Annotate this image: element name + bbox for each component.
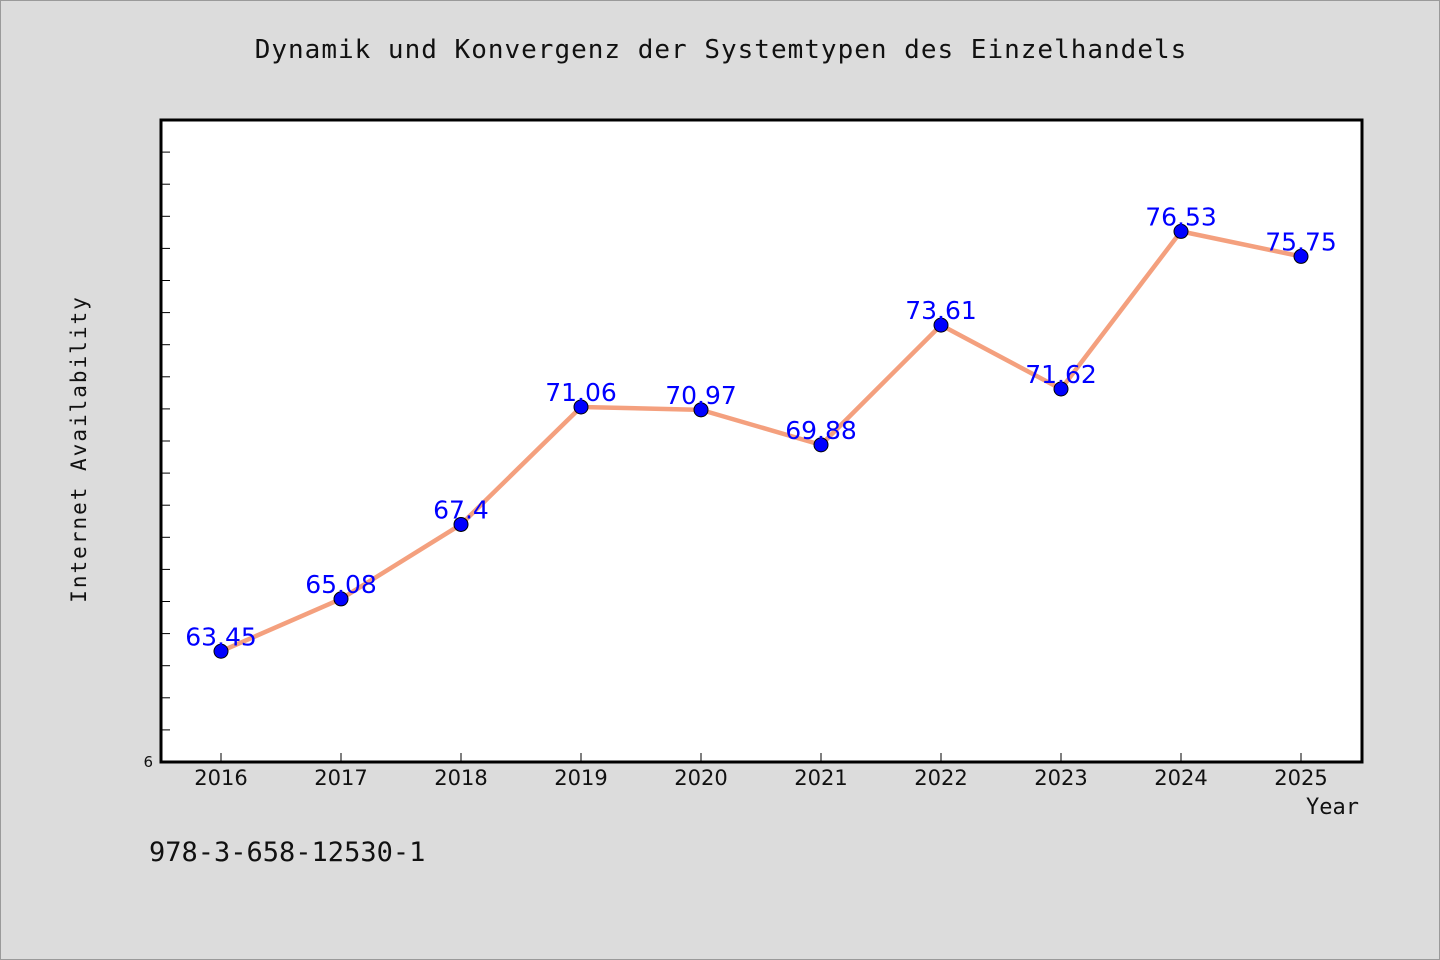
data-label: 76.53 (1145, 202, 1217, 231)
data-label: 71.06 (545, 378, 617, 407)
data-point (1173, 223, 1189, 239)
x-tick-label: 2017 (314, 766, 367, 790)
x-tick-label: 2025 (1274, 766, 1327, 790)
data-point (1053, 381, 1069, 397)
data-label: 63.45 (185, 622, 257, 651)
x-axis-ticks: 2016 2017 2018 2019 2020 2021 2022 2023 2024 2025 (194, 753, 1328, 790)
data-label: 71.62 (1025, 360, 1097, 389)
data-label: 67.4 (433, 495, 489, 524)
x-tick-label: 2016 (194, 766, 247, 790)
y-tick-label: 6 (143, 753, 153, 771)
data-point (213, 643, 229, 659)
y-axis-ticks: 6 (143, 119, 170, 771)
x-tick-label: 2021 (794, 766, 847, 790)
data-point (813, 437, 829, 453)
x-tick-label: 2018 (434, 766, 487, 790)
x-tick-label: 2024 (1154, 766, 1207, 790)
x-tick-label: 2022 (914, 766, 967, 790)
data-label: 73.61 (905, 296, 977, 325)
data-point (1293, 248, 1309, 264)
data-point (453, 516, 469, 532)
x-tick-label: 2019 (554, 766, 607, 790)
data-label: 69.88 (785, 416, 857, 445)
plot-area (159, 118, 1364, 764)
data-point (333, 591, 349, 607)
chart-title: Dynamik und Konvergenz der Systemtypen d… (254, 35, 1188, 65)
data-point (693, 402, 709, 418)
data-label: 70.97 (665, 381, 737, 410)
data-label: 65.08 (305, 570, 377, 599)
x-axis-label: Year (1306, 795, 1359, 820)
x-tick-label: 2023 (1034, 766, 1087, 790)
data-point (933, 317, 949, 333)
data-point (573, 399, 589, 415)
series-line (220, 229, 1302, 654)
x-tick-label: 2020 (674, 766, 727, 790)
series-layer: 63.45 65.08 67.4 71.06 70.97 69.88 73.61 71.62 7… (185, 202, 1337, 659)
data-label: 75.75 (1265, 227, 1337, 256)
footer-code: 978-3-658-12530-1 (149, 837, 426, 868)
